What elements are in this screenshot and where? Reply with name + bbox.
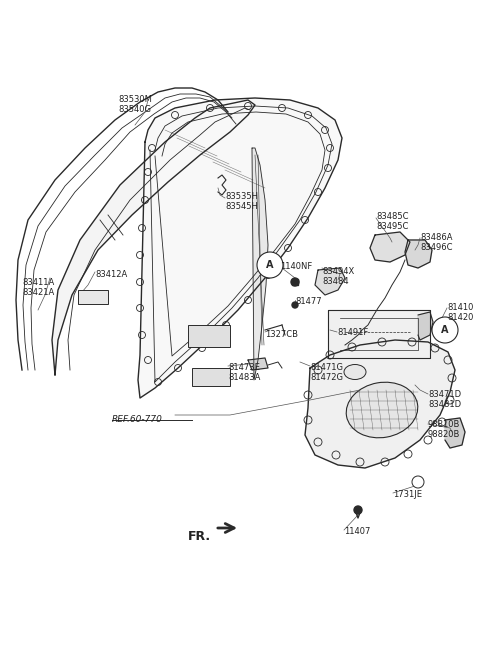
Text: 81410
81420: 81410 81420 xyxy=(447,303,473,322)
Text: 83411A
83421A: 83411A 83421A xyxy=(22,278,54,297)
Text: 81473E
81483A: 81473E 81483A xyxy=(228,363,260,383)
Polygon shape xyxy=(52,100,255,375)
Polygon shape xyxy=(248,358,268,370)
Polygon shape xyxy=(405,240,432,268)
Text: 83494X
83484: 83494X 83484 xyxy=(322,267,354,286)
Polygon shape xyxy=(252,148,268,380)
Text: 81491F: 81491F xyxy=(337,328,368,337)
Text: 1327CB: 1327CB xyxy=(265,330,298,339)
Circle shape xyxy=(354,506,362,514)
Polygon shape xyxy=(445,418,465,448)
Ellipse shape xyxy=(344,364,366,379)
Text: 83485C
83495C: 83485C 83495C xyxy=(376,212,408,231)
Polygon shape xyxy=(418,312,433,340)
Polygon shape xyxy=(315,268,345,295)
Text: 98810B
98820B: 98810B 98820B xyxy=(428,420,460,440)
Text: 83535H
83545H: 83535H 83545H xyxy=(225,192,258,212)
Circle shape xyxy=(257,252,283,278)
Polygon shape xyxy=(370,232,410,262)
Text: 81477: 81477 xyxy=(295,297,322,306)
Circle shape xyxy=(292,302,298,308)
Text: A: A xyxy=(441,325,449,335)
Circle shape xyxy=(412,476,424,488)
Text: REF.60-770: REF.60-770 xyxy=(112,415,163,424)
Polygon shape xyxy=(328,310,430,358)
Bar xyxy=(192,368,230,386)
Circle shape xyxy=(291,278,299,286)
Circle shape xyxy=(432,317,458,343)
Text: 83530M
83540G: 83530M 83540G xyxy=(118,95,152,115)
Text: 81471G
81472G: 81471G 81472G xyxy=(310,363,343,383)
Polygon shape xyxy=(138,98,342,398)
Text: 1731JE: 1731JE xyxy=(393,490,422,499)
Text: 83471D
83481D: 83471D 83481D xyxy=(428,390,461,409)
Ellipse shape xyxy=(346,383,418,438)
Text: A: A xyxy=(266,260,274,270)
Bar xyxy=(188,325,230,347)
Text: 83486A
83496C: 83486A 83496C xyxy=(420,233,453,252)
Text: 83412A: 83412A xyxy=(95,270,127,279)
Text: FR.: FR. xyxy=(188,530,211,543)
Text: 1140NF: 1140NF xyxy=(280,262,312,271)
Polygon shape xyxy=(305,340,455,468)
Bar xyxy=(78,290,108,304)
Text: 11407: 11407 xyxy=(344,527,371,536)
